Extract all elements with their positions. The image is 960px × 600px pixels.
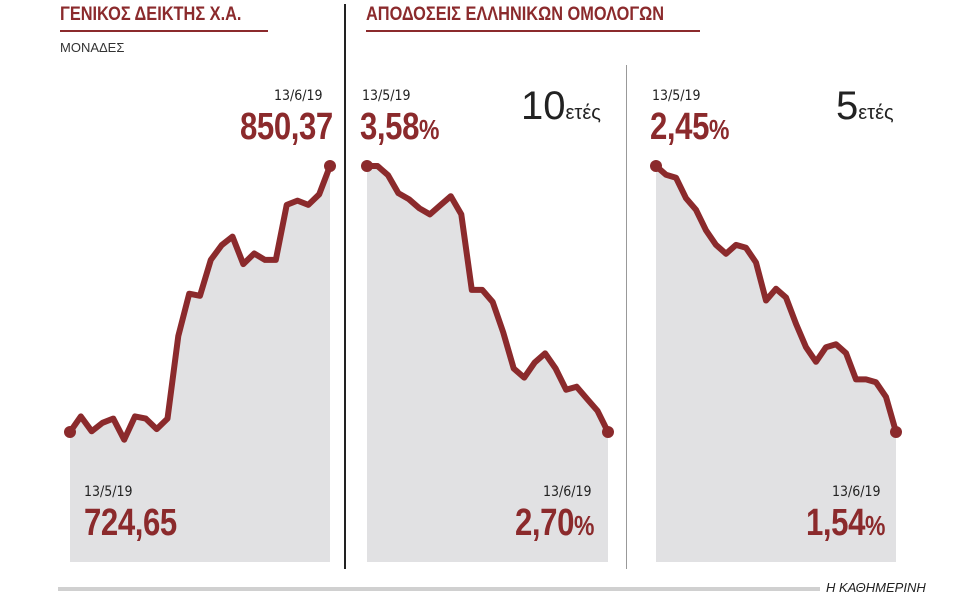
- index-series-line: [67, 164, 333, 443]
- ten-start-value: 3,58%: [360, 106, 439, 149]
- ten-start-pct: %: [419, 114, 440, 145]
- five-start-pct: %: [709, 114, 730, 145]
- ten-end-point: [602, 426, 614, 438]
- five-area: [656, 166, 896, 562]
- panel-divider: [344, 4, 346, 569]
- five-start-number: 2,45: [650, 106, 710, 148]
- ten-end-date: 13/6/19: [543, 484, 592, 500]
- index-units: ΜΟΝΑΔΕΣ: [60, 40, 125, 55]
- bond-divider: [626, 65, 627, 569]
- bonds-title-underline: [366, 30, 700, 32]
- ten-area: [367, 166, 608, 562]
- bonds-title: ΑΠΟΔΟΣΕΙΣ ΕΛΛΗΝΙΚΩΝ ΟΜΟΛΟΓΩΝ: [366, 4, 665, 25]
- ten-series-line: [367, 163, 611, 434]
- index-area: [70, 166, 330, 562]
- index-end-value: 850,37: [240, 106, 333, 148]
- ten-start-point: [361, 160, 373, 172]
- index-start-value: 724,65: [84, 502, 177, 544]
- index-title-underline: [60, 30, 268, 32]
- five-start-point: [650, 160, 662, 172]
- five-start-value: 2,45%: [650, 106, 729, 149]
- index-start-date: 13/5/19: [84, 484, 133, 500]
- ten-tenor-number: 10: [521, 84, 566, 128]
- five-end-date: 13/6/19: [832, 484, 881, 500]
- index-title: ΓΕΝΙΚΟΣ ΔΕΙΚΤΗΣ Χ.Α.: [60, 4, 242, 25]
- five-end-point: [890, 426, 902, 438]
- index-start-point: [64, 426, 76, 438]
- five-year-tenor: 5ετές: [836, 84, 894, 129]
- index-end-date: 13/6/19: [274, 88, 323, 104]
- five-end-pct: %: [865, 510, 886, 541]
- ten-end-value: 2,70%: [515, 502, 594, 545]
- footer-rule: [58, 587, 820, 591]
- five-tenor-unit: ετές: [858, 102, 894, 124]
- five-series-line: [654, 163, 899, 433]
- index-end-point: [324, 160, 336, 172]
- five-end-value: 1,54%: [806, 502, 885, 545]
- ten-end-pct: %: [574, 510, 595, 541]
- ten-start-number: 3,58: [360, 106, 420, 148]
- ten-year-tenor: 10ετές: [521, 84, 601, 129]
- ten-start-date: 13/5/19: [362, 88, 411, 104]
- five-tenor-number: 5: [836, 84, 859, 128]
- ten-tenor-unit: ετές: [565, 102, 601, 124]
- five-end-number: 1,54: [806, 502, 866, 544]
- publisher-credit: Η ΚΑΘΗΜΕΡΙΝΗ: [826, 580, 926, 595]
- five-start-date: 13/5/19: [652, 88, 701, 104]
- ten-end-number: 2,70: [515, 502, 575, 544]
